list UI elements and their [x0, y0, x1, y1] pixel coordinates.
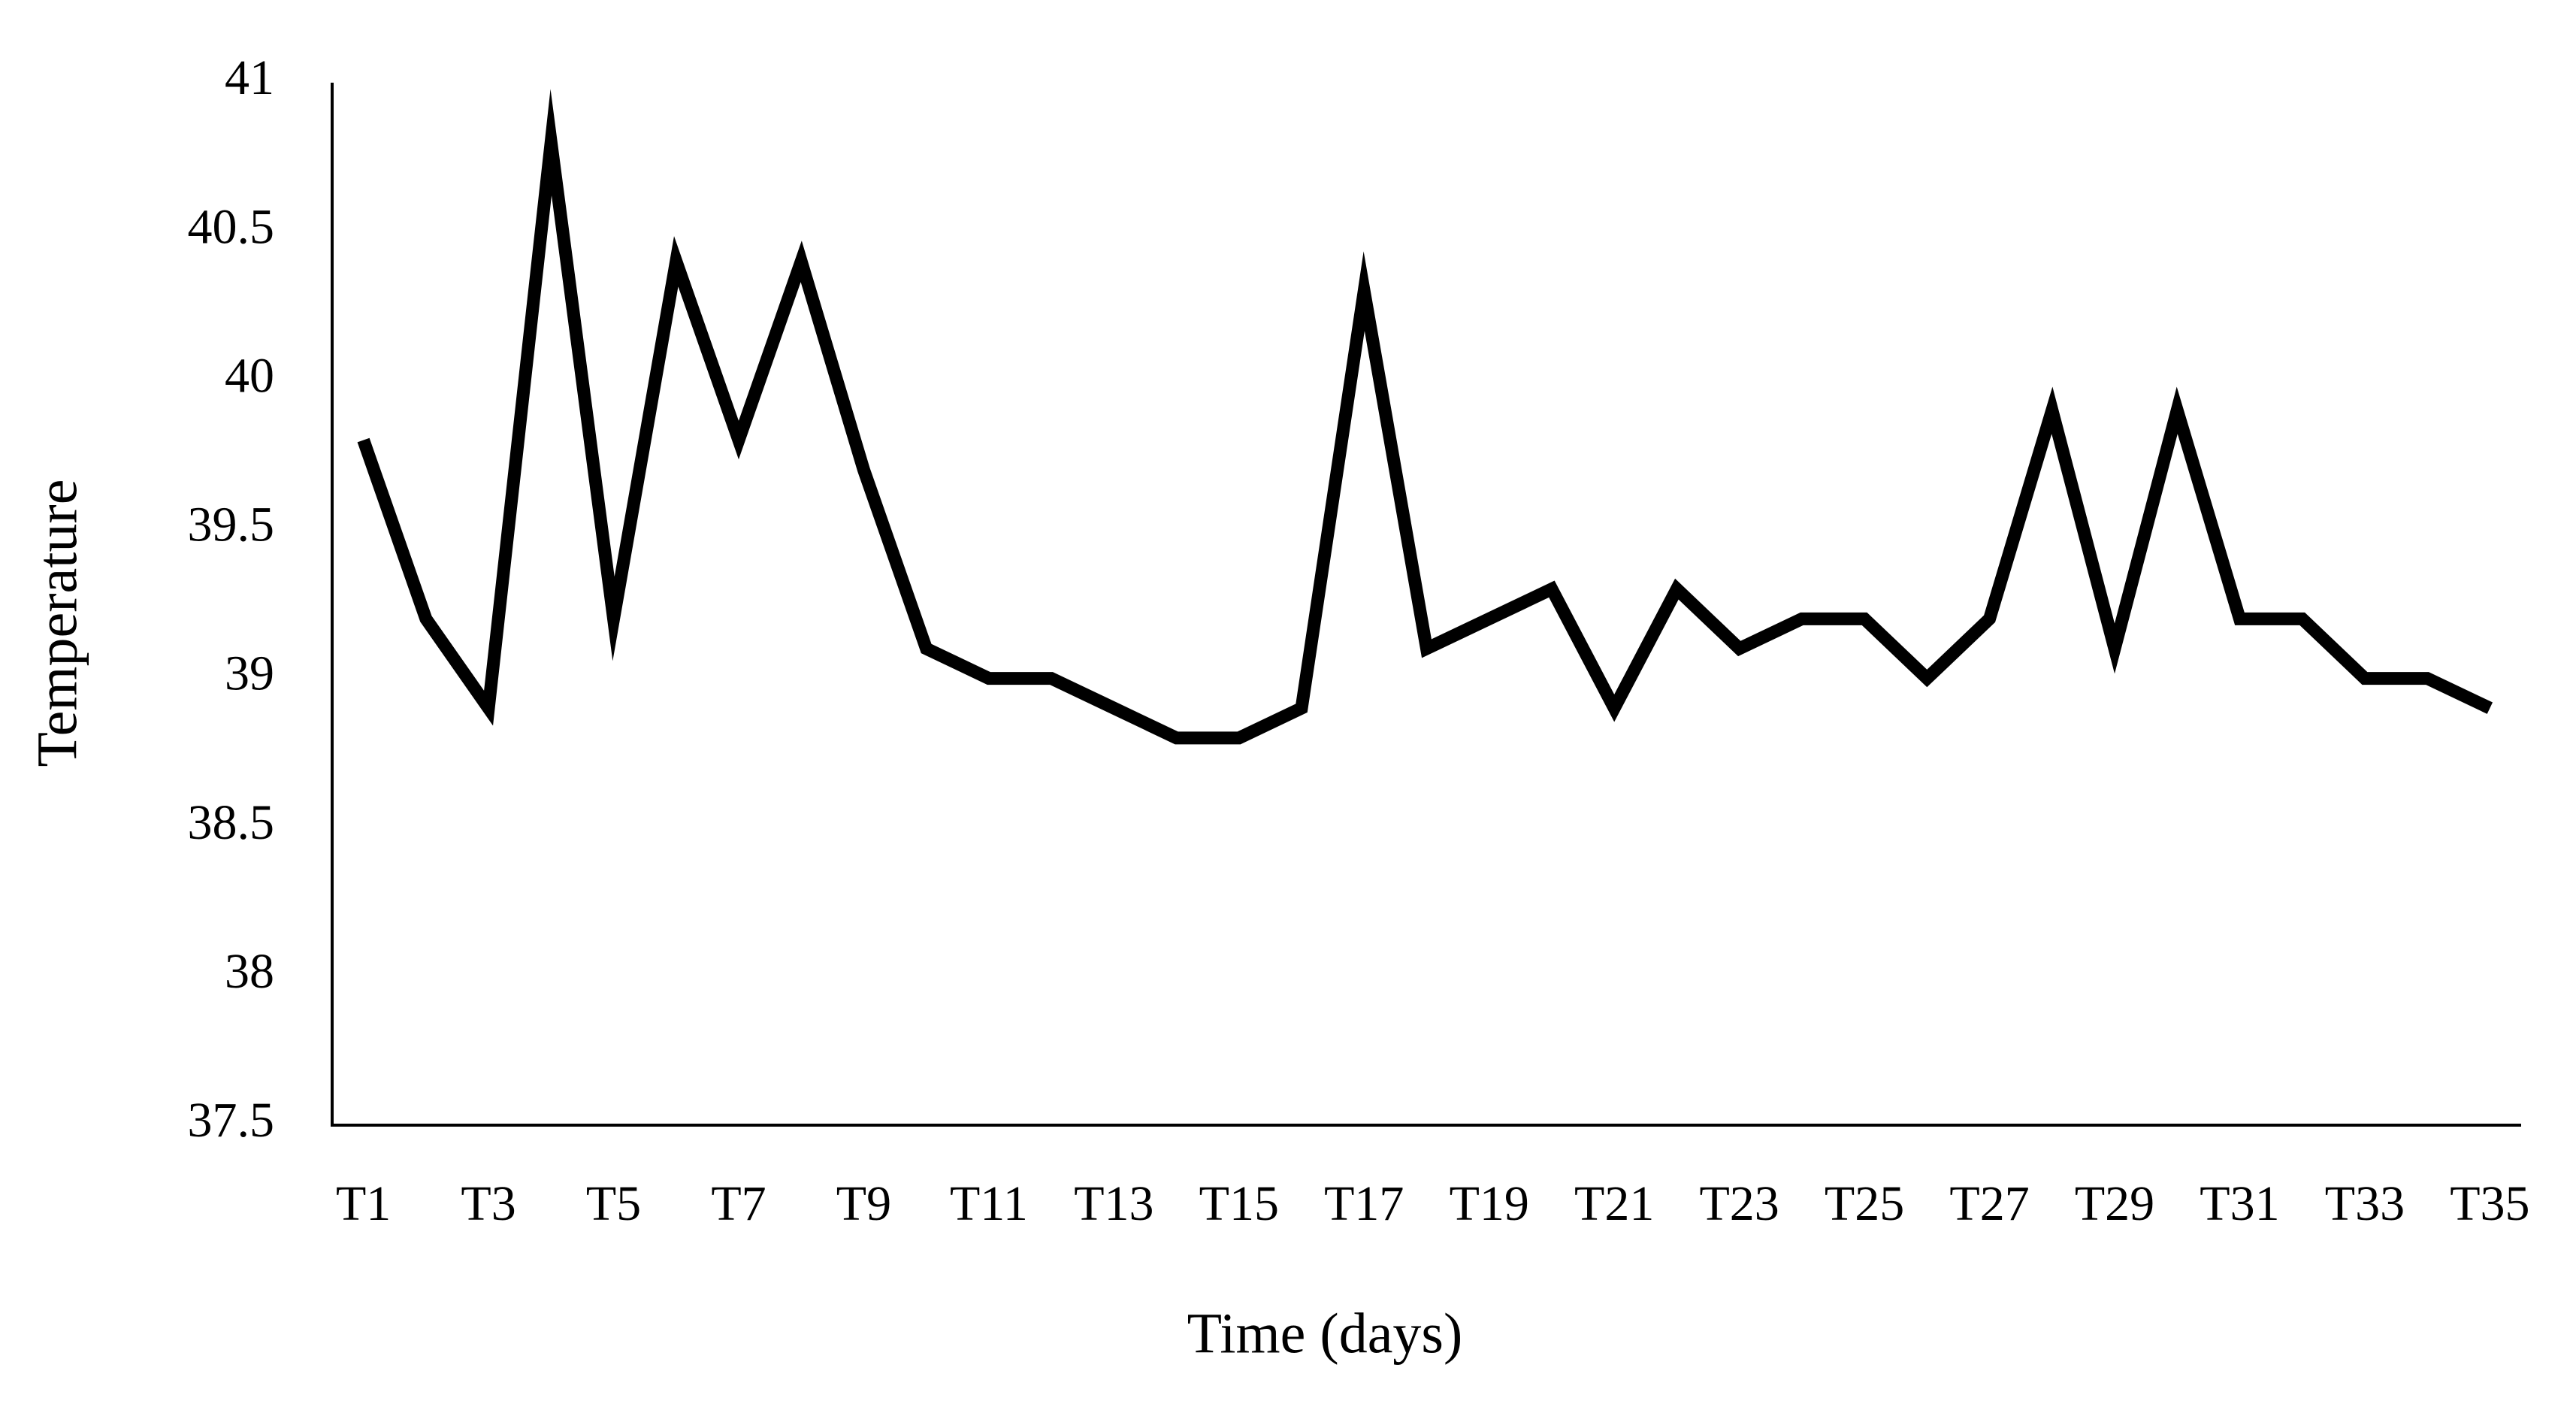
x-tick-label: T19: [1450, 1176, 1529, 1231]
x-tick-label: T25: [1825, 1176, 1904, 1231]
y-tick-label: 39: [225, 646, 274, 701]
x-tick-label: T27: [1949, 1176, 2029, 1231]
x-tick-label: T13: [1074, 1176, 1153, 1231]
y-axis-title: Temperature: [26, 480, 89, 767]
y-tick-label: 40: [225, 348, 274, 403]
y-tick-label: 41: [225, 50, 274, 105]
y-tick-label: 39.5: [188, 498, 275, 552]
x-tick-label: T21: [1574, 1176, 1654, 1231]
x-tick-label: T17: [1324, 1176, 1404, 1231]
x-tick-label: T33: [2325, 1176, 2405, 1231]
y-tick-label: 40.5: [188, 199, 275, 254]
x-tick-label: T23: [1699, 1176, 1779, 1231]
x-tick-label: T35: [2450, 1176, 2529, 1231]
x-axis-title: Time (days): [1187, 1302, 1463, 1365]
x-tick-label: T29: [2075, 1176, 2154, 1231]
y-tick-label: 38.5: [188, 795, 275, 850]
x-tick-label: T1: [336, 1176, 391, 1231]
x-tick-label: T11: [950, 1176, 1028, 1231]
x-tick-label: T31: [2200, 1176, 2279, 1231]
y-tick-label: 38: [225, 944, 274, 999]
x-tick-label: T9: [836, 1176, 891, 1231]
line: [357, 89, 2493, 745]
y-tick-label: 37.5: [188, 1093, 275, 1148]
x-tick-label: T15: [1199, 1176, 1279, 1231]
x-tick-label: T7: [711, 1176, 766, 1231]
x-tick-label: T5: [586, 1176, 641, 1231]
x-tick-label: T3: [461, 1176, 516, 1231]
